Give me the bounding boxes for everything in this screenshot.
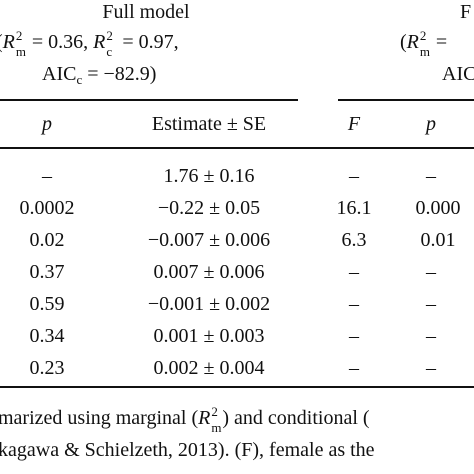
header-rule-right	[338, 99, 474, 101]
cell-estimate-se: −0.001 ± 0.002	[147, 293, 271, 315]
col-header-estimate-se: Estimate ± SE	[151, 113, 267, 135]
cell-p-reduced: –	[426, 261, 436, 283]
reduced-model-aic: AIC	[442, 63, 474, 85]
sub-c: c	[106, 44, 113, 59]
header-rule-left	[0, 99, 298, 101]
cell-p-reduced: –	[426, 325, 436, 347]
aic-sub: c	[76, 72, 83, 87]
r2m-value: = 0.36,	[31, 31, 89, 53]
table-bottom-rule	[0, 386, 474, 388]
paren-open: (	[0, 31, 3, 53]
sup-2: 2	[106, 28, 113, 43]
caption-text-a: marized using marginal (	[0, 407, 199, 429]
cell-p-reduced: –	[426, 293, 436, 315]
cell-p: 0.23	[29, 357, 65, 379]
cell-f: –	[349, 357, 359, 379]
sup-2: 2	[211, 404, 218, 419]
cell-p: 0.59	[29, 293, 65, 315]
column-header-rule	[0, 147, 474, 149]
aic-label: AIC	[42, 63, 77, 85]
r-symbol-caption: R	[198, 407, 211, 429]
r-symbol-right: R	[406, 31, 419, 53]
caption-line-2: kagawa & Schielzeth, 2013). (F), female …	[0, 439, 375, 461]
paren-open-right: (	[400, 31, 407, 53]
sub-m: m	[211, 420, 222, 435]
cell-p-reduced: –	[426, 357, 436, 379]
sup-2: 2	[15, 28, 23, 43]
cell-p: 0.0002	[19, 197, 75, 219]
cell-p: 0.02	[29, 229, 65, 251]
reduced-model-title: F	[460, 1, 472, 23]
cell-estimate-se: 0.001 ± 0.003	[153, 325, 265, 347]
sub-m: m	[419, 44, 431, 59]
cell-estimate-se: −0.22 ± 0.05	[157, 197, 261, 219]
r2c-value: = 0.97,	[122, 31, 179, 53]
col-header-f: F	[347, 113, 361, 135]
cell-f: 6.3	[341, 229, 367, 251]
full-model-title: Full model	[102, 1, 190, 23]
aic-value: = −82.9)	[87, 63, 157, 85]
cell-estimate-se: 0.002 ± 0.004	[153, 357, 265, 379]
sup-2: 2	[419, 28, 427, 43]
r-symbol: R	[2, 31, 15, 53]
caption-line-1: marized using marginal (R 2 m) and conditi…	[0, 404, 370, 435]
sub-m: m	[15, 44, 27, 59]
cell-p-reduced: 0.000	[415, 197, 461, 219]
cell-f: –	[349, 165, 359, 187]
col-header-p-reduced: p	[426, 113, 436, 135]
full-model-fit-stats: (R2m = 0.36, R2c = 0.97,	[0, 28, 179, 59]
cell-p-reduced: 0.01	[420, 229, 456, 251]
caption-text-b: ) and conditional (	[222, 407, 370, 429]
cell-p-reduced: –	[426, 165, 436, 187]
cell-p: 0.34	[29, 325, 65, 347]
r-symbol: R	[93, 31, 106, 53]
col-header-p: p	[42, 113, 52, 135]
cell-estimate-se: 1.76 ± 0.16	[163, 165, 255, 187]
cell-f: 16.1	[336, 197, 372, 219]
cell-f: –	[349, 261, 359, 283]
cell-f: –	[349, 325, 359, 347]
cell-estimate-se: −0.007 ± 0.006	[147, 229, 271, 251]
full-model-aic: AICc = −82.9)	[42, 62, 156, 86]
cell-estimate-se: 0.007 ± 0.006	[153, 261, 265, 283]
cell-p: 0.37	[29, 261, 65, 283]
cell-p: –	[42, 165, 52, 187]
cell-f: –	[349, 293, 359, 315]
reduced-model-fit-stats: (R 2 m =	[400, 28, 447, 59]
